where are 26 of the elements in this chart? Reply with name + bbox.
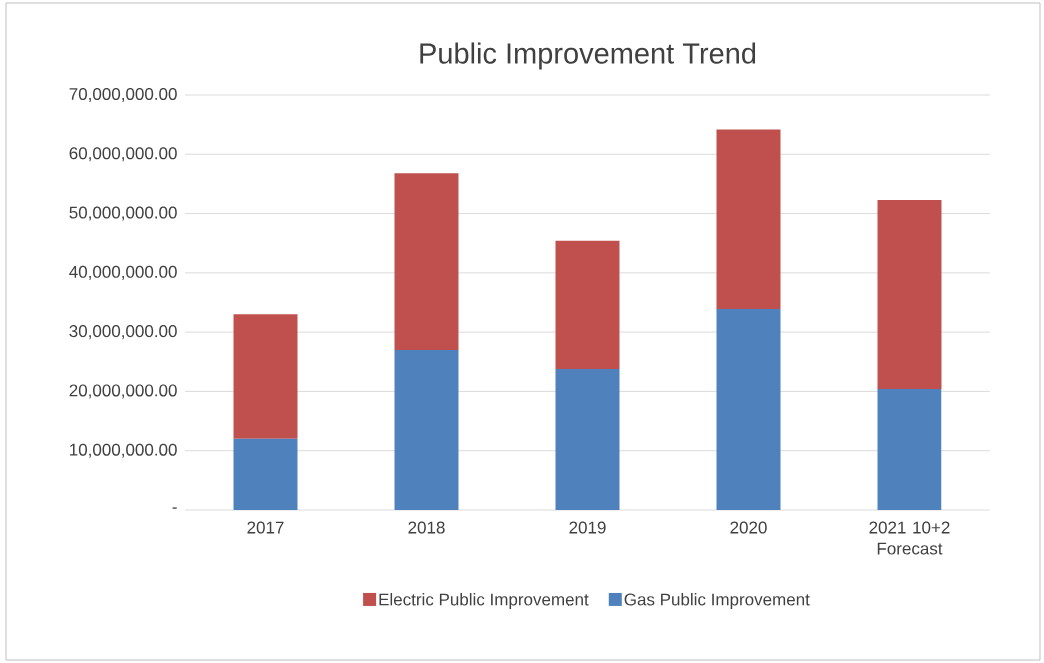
y-tick-label: 30,000,000.00 [69,325,177,340]
y-tick-label: 40,000,000.00 [69,265,177,280]
bar [877,199,942,390]
bar [555,368,620,510]
y-tick-label: 50,000,000.00 [69,206,177,221]
bar [394,173,459,350]
bar [233,314,298,439]
x-tick-label: 2018 [408,521,445,534]
x-tick-label: 2021 10+2 Forecast [869,521,950,555]
bar [555,240,620,369]
y-tick-label: 70,000,000.00 [69,87,177,103]
legend-label: Gas Public Improvement [624,593,810,609]
y-tick-label: - [172,507,177,509]
bar [716,129,781,310]
legend-label: Electric Public Improvement [379,593,589,609]
x-tick-label: 2020 [730,521,767,534]
chart-title: Public Improvement Trend [420,42,756,70]
x-tick-label: 2017 [247,521,284,534]
y-tick-label: 20,000,000.00 [69,384,177,399]
x-tick-label: 2019 [569,521,606,534]
y-tick-label: 10,000,000.00 [70,443,177,458]
bar [716,309,781,510]
bar [877,389,942,510]
bar [394,349,459,510]
y-tick-label: 60,000,000.00 [69,147,177,162]
bar [233,438,298,510]
